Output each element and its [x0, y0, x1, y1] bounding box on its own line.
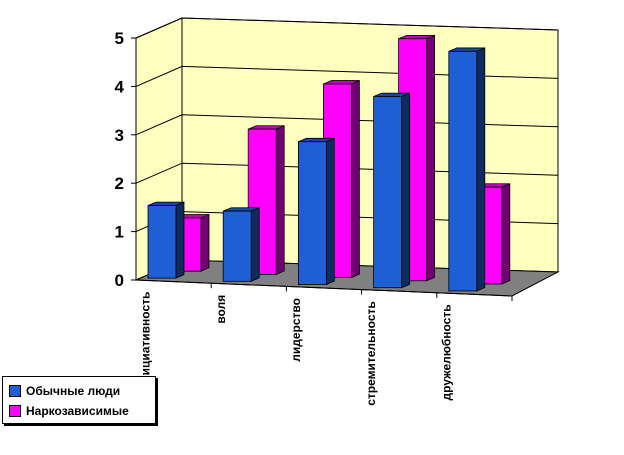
y-tick-label: 3 [115, 126, 124, 145]
bar [297, 141, 327, 285]
bar [448, 50, 478, 292]
y-tick-label: 2 [115, 174, 124, 193]
y-tick-label: 0 [115, 271, 124, 290]
x-tick-label: инициативность [139, 292, 153, 390]
legend: Обычные люди Наркозависимые [2, 376, 156, 424]
legend-swatch-series-2 [9, 405, 21, 417]
legend-label-series-2: Наркозависимые [26, 404, 129, 418]
bar-side [175, 201, 185, 279]
x-tick-label: лидерство [289, 298, 303, 362]
bar [373, 96, 403, 289]
legend-item-series-1: Обычные люди [9, 381, 149, 401]
bar-side [200, 213, 210, 272]
bar-side [250, 207, 260, 282]
y-tick-label: 4 [115, 77, 125, 96]
bar [147, 205, 177, 279]
x-axis-line [135, 279, 513, 297]
bar [222, 210, 252, 282]
y-tick-label: 1 [115, 223, 124, 242]
legend-item-series-2: Наркозависимые [9, 401, 149, 421]
bar-side [325, 137, 335, 286]
y-axis: 0 1 2 3 4 5 [115, 29, 137, 290]
x-tick-label: воля [214, 295, 228, 324]
bar-side [476, 47, 486, 292]
legend-swatch-series-1 [9, 385, 21, 397]
gridline [135, 17, 559, 39]
x-tick-label: стремительность [364, 301, 378, 406]
y-tick-label: 5 [115, 29, 124, 48]
bar-side [401, 92, 411, 289]
bar-side [275, 125, 285, 275]
category-labels: инициативность воля лидерство стремительнос… [139, 292, 454, 406]
bar-side [501, 183, 511, 285]
x-axis [135, 279, 513, 301]
x-tick-label: дружелюбность [439, 304, 453, 400]
legend-label-series-1: Обычные люди [26, 384, 121, 398]
bars [147, 34, 511, 292]
bar-side [426, 34, 436, 282]
bar-side [350, 79, 360, 279]
